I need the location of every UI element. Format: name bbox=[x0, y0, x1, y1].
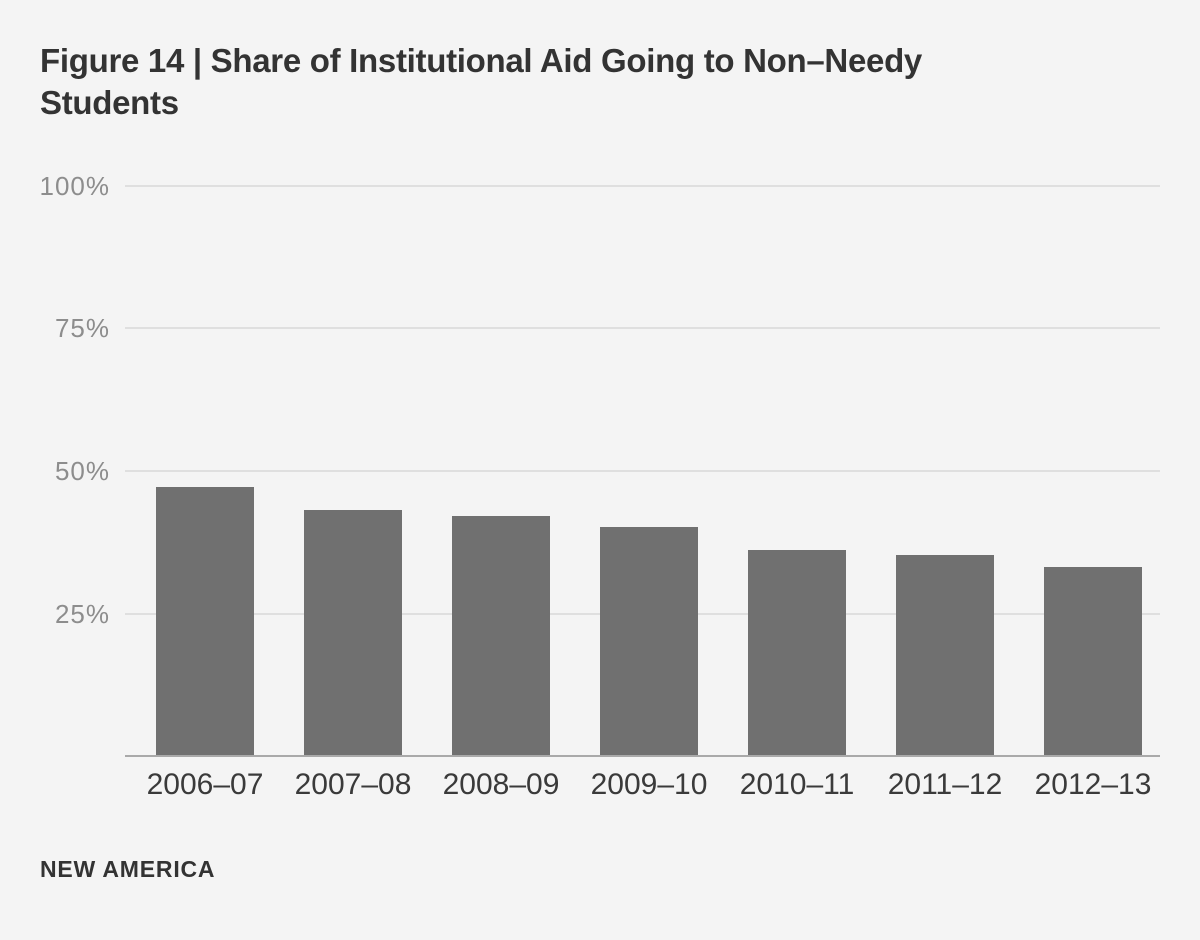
x-axis-label-2006-07: 2006–07 bbox=[146, 768, 264, 801]
y-axis-label-25pct: 25% bbox=[54, 599, 110, 629]
bar-2011-12 bbox=[896, 555, 994, 755]
x-axis-line bbox=[125, 755, 1160, 757]
x-axis-label-2010-11: 2010–11 bbox=[739, 768, 855, 801]
bar-2012-13 bbox=[1044, 567, 1142, 755]
y-axis-label-75pct: 75% bbox=[54, 313, 110, 343]
page-title-line-1: Figure 14 | Share of Institutional Aid G… bbox=[40, 42, 922, 79]
chart-plot-area: 100% 75% 50% 25% bbox=[0, 172, 1200, 757]
bar-2009-10 bbox=[600, 527, 698, 755]
x-axis-label-2007-08: 2007–08 bbox=[294, 768, 412, 801]
source-label: NEW AMERICA bbox=[40, 856, 216, 882]
x-axis-label-2009-10: 2009–10 bbox=[590, 768, 708, 801]
bar-2007-08 bbox=[304, 510, 402, 755]
page-title: Figure 14 | Share of Institutional Aid G… bbox=[40, 40, 1150, 124]
y-axis-label-50pct: 50% bbox=[54, 456, 110, 486]
bar-2010-11 bbox=[748, 550, 846, 755]
gridline-50pct bbox=[125, 470, 1160, 472]
x-axis-label-2011-12: 2011–12 bbox=[887, 768, 1003, 801]
bar-2006-07 bbox=[156, 487, 254, 755]
x-axis-label-2008-09: 2008–09 bbox=[442, 768, 560, 801]
x-axis-labels: 2006–07 2007–08 2008–09 2009–10 2010–11 … bbox=[0, 768, 1200, 804]
page-title-line-2: Students bbox=[40, 84, 179, 121]
y-axis-label-100pct: 100% bbox=[39, 171, 110, 201]
bar-2008-09 bbox=[452, 516, 550, 755]
gridline-100pct bbox=[125, 185, 1160, 187]
x-axis-label-2012-13: 2012–13 bbox=[1034, 768, 1152, 801]
gridline-75pct bbox=[125, 327, 1160, 329]
